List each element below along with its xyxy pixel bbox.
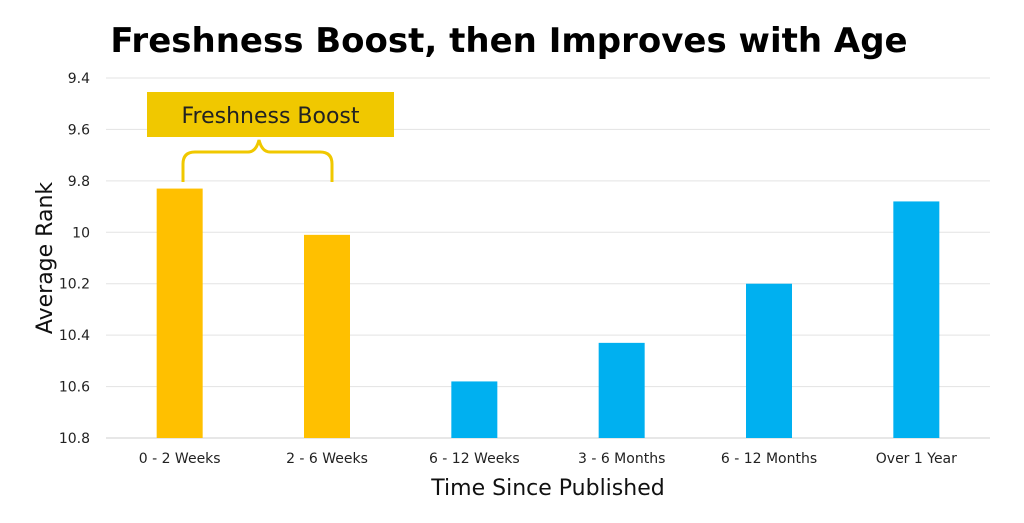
x-tick-label: 0 - 2 Weeks (139, 451, 221, 467)
y-tick-labels: 9.4 9.6 9.8 10 10.2 10.4 10.6 10.8 (59, 71, 90, 447)
x-tick-label: 2 - 6 Weeks (286, 451, 368, 467)
x-tick-label: Over 1 Year (876, 451, 957, 467)
x-tick-label: 6 - 12 Weeks (429, 451, 520, 467)
bar (451, 381, 498, 438)
x-tick-label: 6 - 12 Months (721, 451, 817, 467)
y-tick-label: 10 (72, 225, 90, 241)
x-tick-labels: 0 - 2 Weeks 2 - 6 Weeks 6 - 12 Weeks 3 - 6 … (139, 451, 957, 467)
bar (598, 342, 645, 438)
bar (304, 234, 350, 438)
bars (156, 188, 940, 438)
bar (156, 188, 203, 438)
callout-brace (181, 139, 334, 182)
y-tick-label: 10.2 (59, 277, 90, 293)
callout-text: Freshness Boost (181, 104, 359, 129)
chart-title: Freshness Boost, then Improves with Age (110, 21, 907, 61)
y-tick-label: 9.4 (68, 71, 90, 87)
y-tick-label: 10.6 (59, 380, 90, 396)
y-tick-label: 9.6 (68, 122, 90, 138)
y-axis-label: Average Rank (33, 182, 58, 335)
freshness-callout: Freshness Boost (147, 92, 394, 182)
y-tick-label: 9.8 (68, 174, 90, 190)
y-tick-label: 10.8 (59, 431, 90, 447)
x-axis-label: Time Since Published (430, 476, 664, 501)
x-tick-label: 3 - 6 Months (578, 451, 665, 467)
callout-box (147, 92, 394, 137)
y-tick-label: 10.4 (59, 328, 90, 344)
bar (893, 201, 940, 438)
bar (746, 283, 792, 438)
